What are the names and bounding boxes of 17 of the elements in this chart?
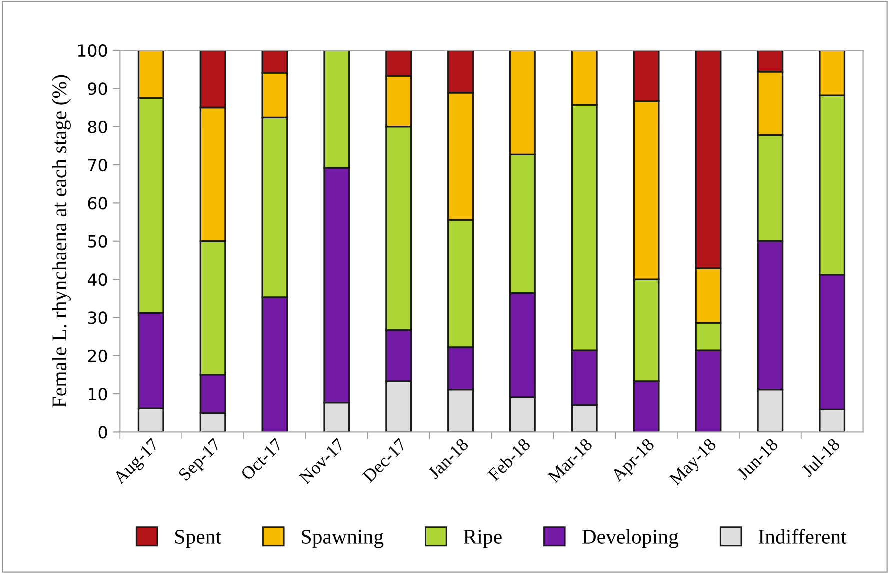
legend-label: Developing <box>582 529 679 548</box>
y-tick-label: 20 <box>88 350 108 362</box>
legend-label: Ripe <box>464 530 502 548</box>
y-axis-title: Female L. rhynchaena at each stage (%) <box>52 75 71 408</box>
y-tick-label: 90 <box>88 82 108 96</box>
y-tick-label: 30 <box>88 312 108 324</box>
y-tick-label: 100 <box>78 44 108 58</box>
y-tick-label: 60 <box>88 197 108 210</box>
y-tick-label: 40 <box>88 274 108 286</box>
y-tick-label: 80 <box>88 120 108 134</box>
legend-label: Indifferent <box>758 529 847 544</box>
y-tick-label: 50 <box>88 235 108 248</box>
y-tick-label: 10 <box>88 388 108 401</box>
legend-label: Spent <box>176 530 222 548</box>
y-tick-label: 70 <box>88 158 108 172</box>
y-tick-label: 0 <box>98 426 108 439</box>
legend-label: Spawning <box>302 530 384 548</box>
